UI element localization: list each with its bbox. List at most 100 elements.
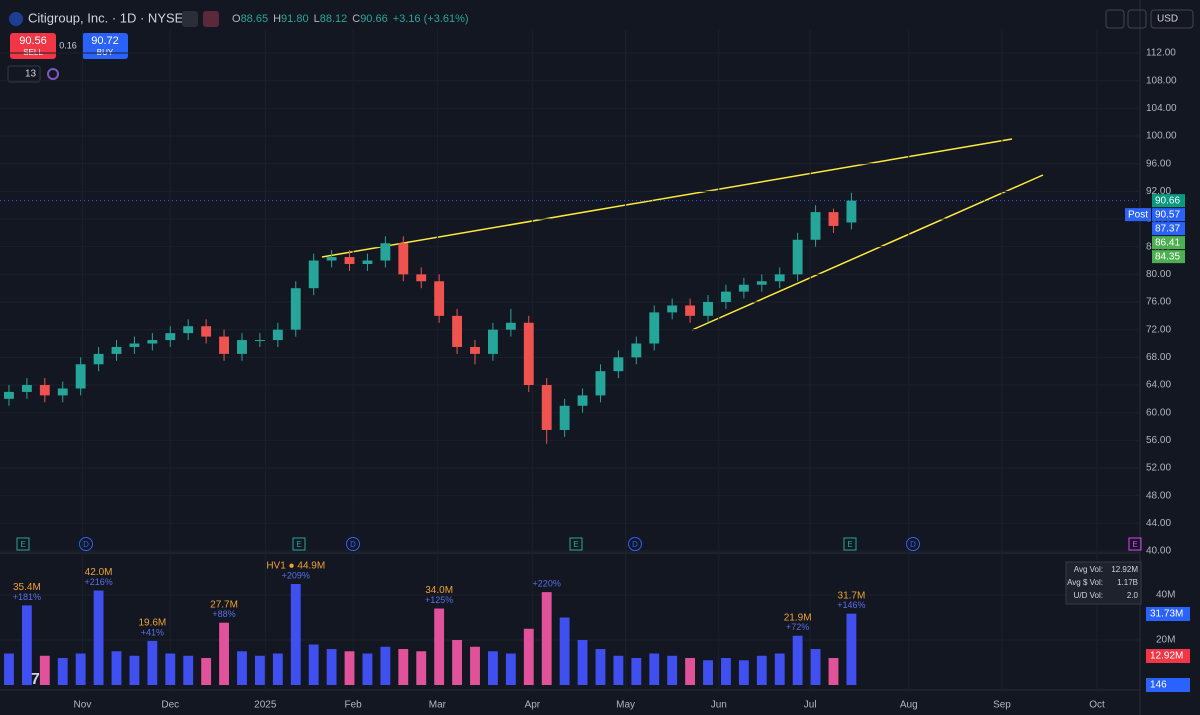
volume-bar [613,655,624,685]
candle-body [792,239,803,275]
volume-bar [577,640,588,685]
y-tick-label: 108.00 [1146,75,1177,86]
ohlc: O88.65 H91.80 L88.12 C90.66 +3.16 (+3.61%) [232,13,469,25]
volume-bar [649,653,660,685]
indicator-toggle[interactable] [7,65,41,83]
candle-body [362,260,373,264]
ohlc-key: C [352,13,360,25]
event-marker [906,537,920,551]
volume-change-label: +72% [786,622,809,632]
volume-bar [380,646,391,685]
volume-change-label: +125% [425,595,453,605]
stats-box [1065,561,1142,605]
volume-bar [4,653,14,685]
currency: USD [1157,14,1178,25]
x-tick-label: Apr [525,700,541,711]
candle-body [721,291,731,303]
candle-body [595,371,606,396]
volume-axis-badge-label: 146 [1150,680,1167,691]
sell-button[interactable] [10,33,56,59]
candle-body [452,315,463,347]
post-tag-bg [1125,208,1151,222]
price-badge-label: 87.37 [1155,223,1180,234]
volume-bar [452,640,463,685]
refresh-button[interactable] [1127,9,1147,29]
event-marker [1128,537,1142,551]
candle-body [93,353,104,365]
price-badge [1152,236,1185,250]
download-button[interactable] [1105,9,1125,29]
indicator-icon[interactable] [203,11,219,27]
volume-change-label: +209% [282,570,310,580]
candle-body [380,243,391,261]
y-tick-label: 56.00 [1146,435,1171,446]
event-label: E [847,540,852,549]
event-marker [569,537,583,551]
y-tick-label: 76.00 [1146,297,1171,308]
volume-bar [487,651,498,685]
indicator-icon[interactable] [47,68,59,80]
y-tick-label: 52.00 [1146,463,1171,474]
candle-body [434,281,445,316]
volume-bar [290,584,301,685]
ohlc-key: L [314,13,320,25]
y-tick-label: 68.00 [1146,352,1171,363]
price-badge [1152,250,1185,264]
event-marker [628,537,642,551]
y-tick-label: 40.00 [1146,546,1171,557]
volume-value-label: HV1 ● 44.9M [266,561,325,572]
buy-price: 90.72 [91,35,119,47]
y-tick-label: 80.00 [1146,269,1171,280]
volume-bar [93,590,104,685]
volume-bar [505,653,516,685]
x-tick-label: Aug [900,700,918,711]
x-tick-label: Mar [429,700,447,711]
indicator-icon[interactable] [182,11,198,27]
candle-body [272,329,283,341]
volume-change-label: +216% [84,577,112,587]
candle-body [756,281,767,285]
event-label: D [632,540,638,549]
price-badge-label: 86.41 [1155,237,1180,248]
buy-button[interactable] [82,33,128,59]
x-tick-label: Oct [1089,700,1105,711]
volume-bar [21,605,32,685]
event-marker [16,537,30,551]
price-badge-label: 84.35 [1155,251,1180,262]
candle-body [577,395,588,406]
event-label: D [910,540,916,549]
stats-name: U/D Vol: [1074,591,1103,600]
volume-axis-badge [1146,649,1190,663]
volume-bar [667,655,678,685]
candle-body [613,357,624,372]
volume-bar [39,655,50,685]
stats-value: 12.92M [1111,565,1138,574]
volume-value-label: 19.6M [138,618,166,629]
candle-body [254,340,265,342]
candle-body [631,343,642,358]
candle-body [523,322,534,386]
event-marker [292,537,306,551]
candle-body [685,305,696,316]
volume-change-label: +88% [212,609,235,619]
candle-body [738,284,749,292]
price-badge-label: 90.66 [1155,195,1180,206]
volume-change-label: +181% [13,592,41,602]
candle-body [810,212,821,240]
volume-bar [828,658,839,685]
ohlc-text: O88.65 H91.80 L88.12 C90.66 +3.16 (+3.61%) [232,13,469,25]
candle-body [828,212,839,226]
ohlc-value: 88.12 [320,13,348,25]
stats-name: Avg $ Vol: [1067,578,1103,587]
volume-tick-label: 20M [1156,635,1175,646]
y-tick-label: 44.00 [1146,518,1171,529]
x-tick-label: Jul [804,700,817,711]
volume-bar [398,649,409,685]
ohlc-value: 91.80 [281,13,309,25]
currency-button[interactable] [1150,9,1194,29]
volume-bar [254,655,265,685]
volume-axis-badge [1146,678,1190,692]
y-tick-label: 92.00 [1146,186,1171,197]
y-tick-label: 72.00 [1146,324,1171,335]
